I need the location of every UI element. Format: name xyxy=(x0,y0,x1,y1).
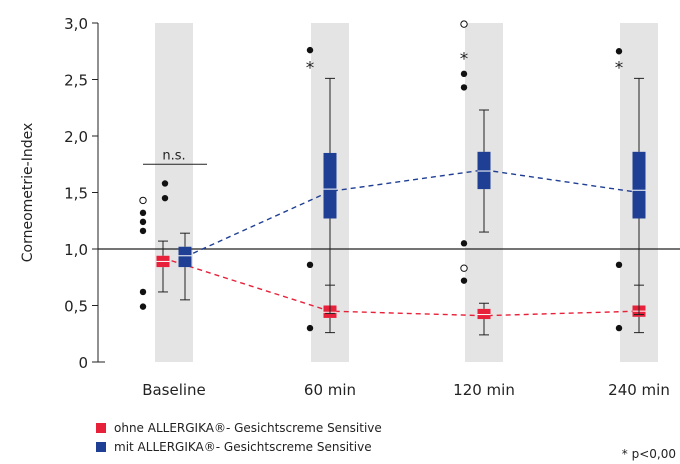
outlier-s0-c1-0 xyxy=(306,261,314,269)
outlier-s0-c0-1 xyxy=(139,218,147,226)
box-s1-c3 xyxy=(632,151,646,219)
legend-label-ohne: ohne ALLERGIKA®- Gesichtscreme Sensitive xyxy=(114,420,382,435)
y-tick-label-3: 1,5 xyxy=(64,185,88,203)
legend-item-mit: mit ALLERGIKA®- Gesichtscreme Sensitive xyxy=(96,437,382,456)
box-plot-chart: 0 0,5 1,0 1,5 2,0 2,5 3,0 Corneometrie-Index * * *… xyxy=(20,15,680,399)
x-tick-label-2: 120 min xyxy=(453,381,515,399)
box-s1-c1 xyxy=(323,152,337,219)
outlier-s1-c2-0 xyxy=(460,70,468,78)
y-axis-label: Corneometrie-Index xyxy=(20,123,36,263)
trend-line-1 xyxy=(184,169,640,258)
y-tick-label-4: 2,0 xyxy=(64,128,88,146)
trend-line-0 xyxy=(162,257,640,317)
outlier-s1-c0-0 xyxy=(161,194,169,202)
footnote: * p<0,00 xyxy=(621,447,676,461)
ns-label: n.s. xyxy=(162,148,185,163)
legend-swatch-mit xyxy=(96,441,106,452)
x-tick-label-0: Baseline xyxy=(142,381,206,399)
outlier-s1-c3-1 xyxy=(615,324,623,332)
outlier-s1-c3-0 xyxy=(615,48,623,55)
x-tick-label-1: 60 min xyxy=(304,381,356,399)
y-tick-label-0: 0 xyxy=(78,354,88,372)
outlier-s1-c2-1 xyxy=(460,84,468,91)
significance-marker-3: * xyxy=(615,59,624,79)
extreme-outlier-s1-c2-0 xyxy=(460,20,468,28)
outlier-s1-c2-2 xyxy=(460,240,468,247)
category-band-0 xyxy=(155,23,193,362)
legend-label-mit: mit ALLERGIKA®- Gesichtscreme Sensitive xyxy=(114,439,372,454)
outlier-s1-c1-0 xyxy=(306,46,314,54)
box-s0-c2 xyxy=(477,308,491,320)
y-tick-label-5: 2,5 xyxy=(64,72,88,90)
significance-marker-2: * xyxy=(460,50,469,70)
outlier-s0-c0-0 xyxy=(139,227,147,235)
box-s1-c2 xyxy=(477,151,491,190)
x-tick-label-3: 240 min xyxy=(608,381,670,399)
outlier-s1-c0-1 xyxy=(161,180,169,187)
y-tick-label-1: 0,5 xyxy=(64,298,88,316)
y-tick-label-6: 3,0 xyxy=(64,15,88,33)
extreme-outlier-s0-c2-0 xyxy=(460,264,468,272)
extreme-outlier-s0-c0-0 xyxy=(139,196,147,205)
significance-marker-1: * xyxy=(306,59,315,79)
outlier-s0-c0-2 xyxy=(139,209,147,217)
outlier-s0-c0-4 xyxy=(139,303,147,310)
outlier-s0-c2-0 xyxy=(460,277,468,284)
outlier-s0-c0-3 xyxy=(139,288,147,296)
legend-swatch-ohne xyxy=(96,422,106,433)
y-tick-label-2: 1,0 xyxy=(64,241,88,259)
legend-item-ohne: ohne ALLERGIKA®- Gesichtscreme Sensitive xyxy=(96,418,382,437)
outlier-s1-c1-1 xyxy=(306,324,314,332)
box-s1-c0 xyxy=(178,246,192,268)
outlier-s0-c3-0 xyxy=(615,261,623,269)
legend: ohne ALLERGIKA®- Gesichtscreme Sensitive… xyxy=(96,418,382,456)
